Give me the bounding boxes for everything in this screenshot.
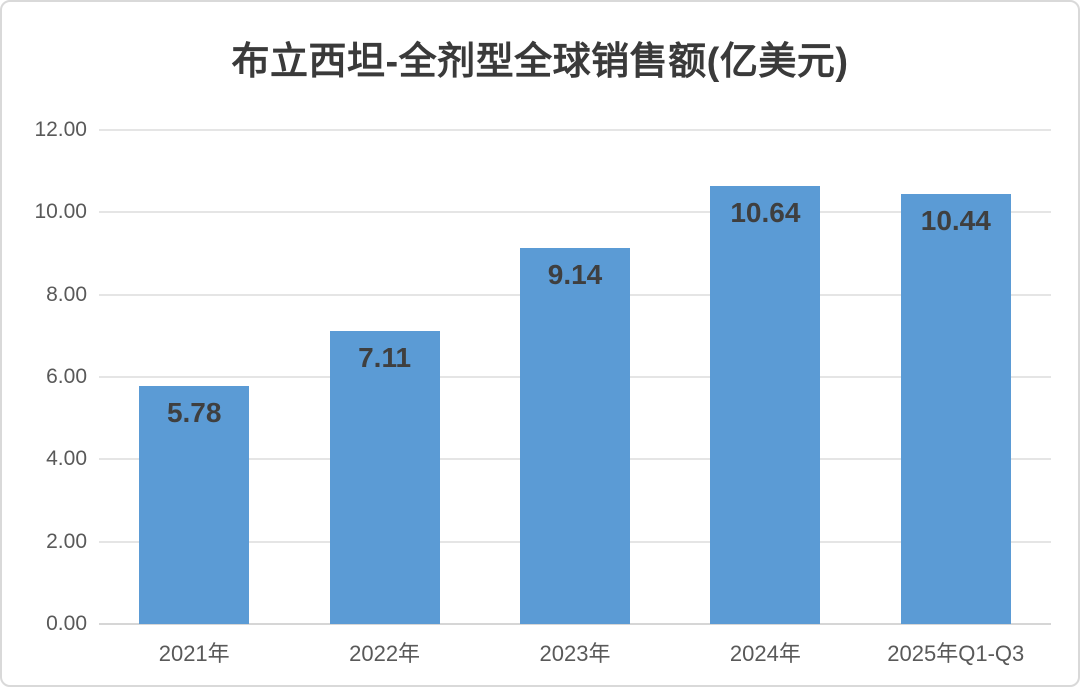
bar: 10.64: [710, 185, 821, 624]
x-tick-label: 2022年: [349, 641, 421, 666]
bar-value-label: 5.78: [166, 397, 222, 429]
bar-value-label: 10.64: [730, 196, 801, 228]
bar: 5.78: [139, 386, 250, 624]
x-tick-label: 2021年: [158, 641, 230, 666]
bar: 10.44: [900, 194, 1011, 624]
bar: 7.11: [329, 331, 440, 624]
y-tick-label: 10.00: [34, 200, 87, 224]
x-tick-label: 2025年Q1-Q3: [887, 641, 1025, 666]
chart-title: 布立西坦-全剂型全球销售额(亿美元): [231, 41, 849, 83]
x-tick-label: 2023年: [539, 641, 611, 666]
x-tick-label: 2024年: [729, 641, 801, 666]
y-tick-label: 0.00: [46, 612, 87, 635]
y-tick-label: 6.00: [46, 365, 87, 388]
bar-value-label: 9.14: [547, 258, 603, 290]
gridline: [99, 211, 1051, 214]
bar-value-label: 7.11: [358, 342, 412, 374]
x-axis-baseline: [99, 623, 1051, 625]
bar-value-label: 10.44: [920, 205, 991, 237]
y-tick-label: 12.00: [34, 118, 87, 141]
y-tick-label: 8.00: [46, 282, 87, 306]
gridline: [99, 129, 1051, 131]
y-tick-label: 4.00: [46, 447, 87, 471]
bar: 9.14: [520, 247, 630, 624]
y-tick-label: 2.00: [46, 529, 87, 553]
